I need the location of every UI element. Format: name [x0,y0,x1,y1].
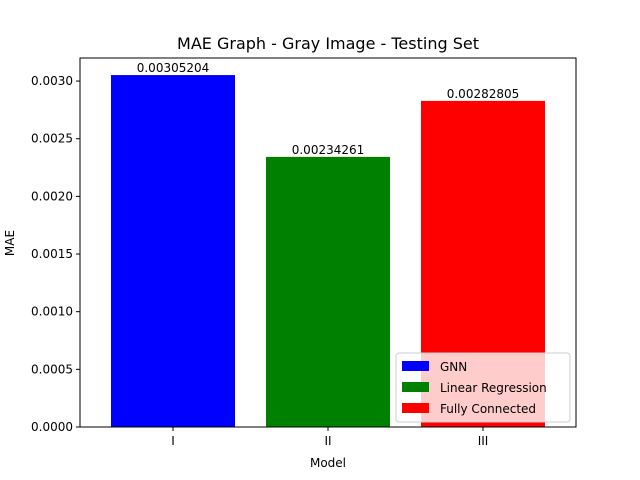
bar-ii [266,156,390,427]
x-axis-title: Model [310,456,346,470]
y-axis-title: MAE [3,230,17,256]
y-tick-label: 0.0020 [31,189,73,203]
y-tick-label: 0.0025 [31,132,73,146]
legend-label: Fully Connected [440,402,536,416]
legend-label: GNN [440,360,467,374]
y-tick-label: 0.0030 [31,74,73,88]
chart-title: MAE Graph - Gray Image - Testing Set [177,34,479,53]
bar-i [111,75,235,427]
legend-box [395,352,571,423]
data-labels-group: 0.00305204 0.00234261 0.00282805 [137,61,520,157]
plot-frame [79,57,577,428]
data-label-ii: 0.00234261 [292,143,365,157]
y-tick-label: 0.0005 [31,362,73,376]
data-label-iii: 0.00282805 [447,87,520,101]
legend-swatch [402,382,429,392]
x-tick-label: II [324,434,331,448]
y-tick-label: 0.0010 [31,305,73,319]
legend-swatch [402,361,429,371]
legend-swatch [402,403,429,413]
x-tick-label: III [478,434,489,448]
x-tick-label: I [171,434,175,448]
y-tick-label: 0.0015 [31,247,73,261]
x-axis-ticks: I II III [171,427,488,448]
y-tick-label: 0.0000 [31,420,73,434]
legend: GNN Linear Regression Fully Connected [395,352,571,423]
y-axis-ticks: 0.0000 0.0005 0.0010 0.0015 0.0020 0.0025 0.00… [31,74,80,434]
legend-label: Linear Regression [440,381,547,395]
data-label-i: 0.00305204 [137,61,210,75]
